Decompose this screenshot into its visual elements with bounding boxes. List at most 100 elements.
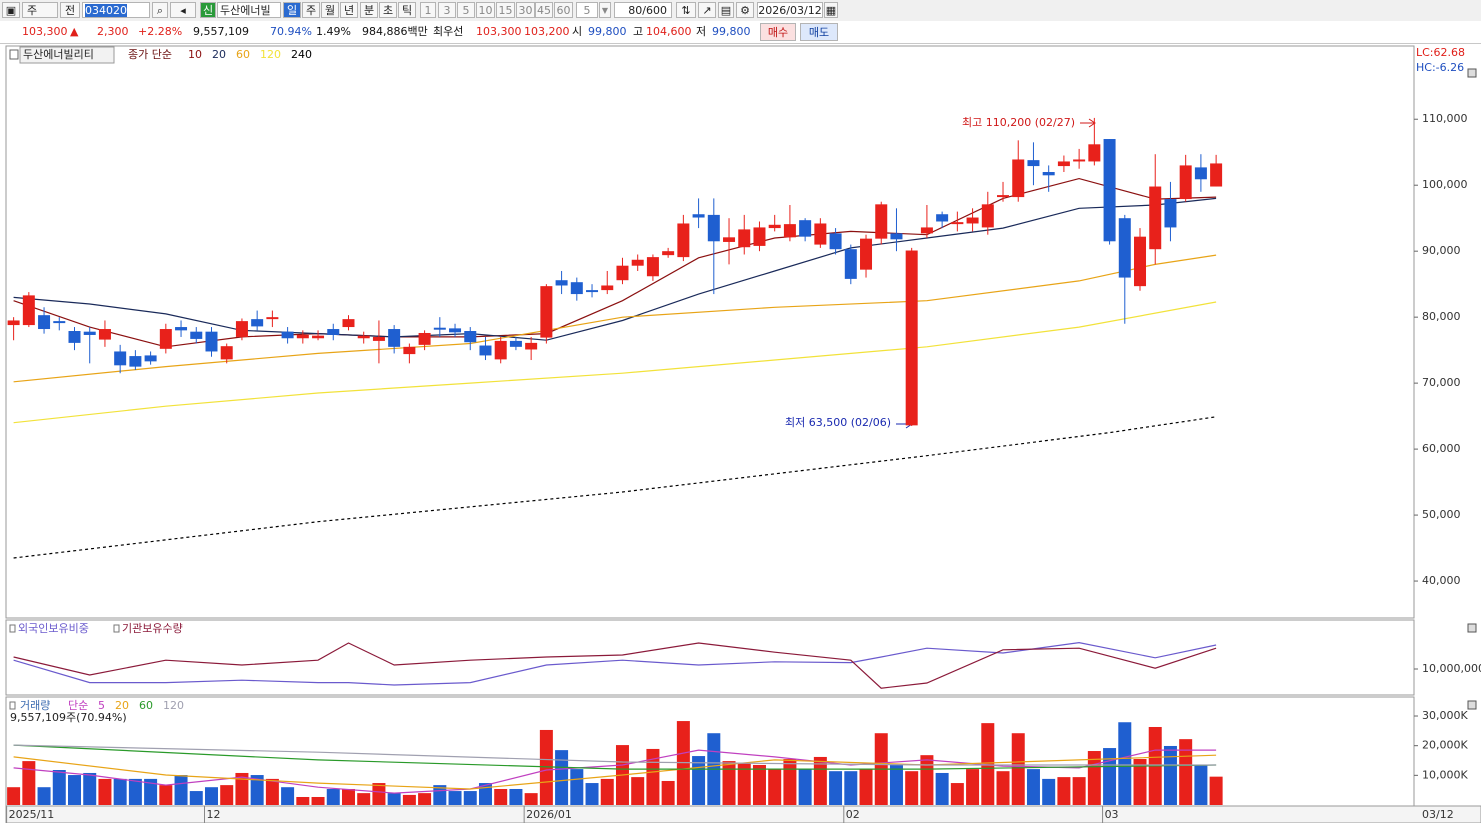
volume-bar xyxy=(52,770,66,805)
volume-bar xyxy=(1209,776,1223,805)
period-button[interactable]: 일 xyxy=(283,2,301,18)
scope-button[interactable]: 전 xyxy=(60,2,80,18)
candle-body xyxy=(464,331,477,343)
candle-body xyxy=(388,329,401,347)
tool-button[interactable]: ⇅ xyxy=(676,2,696,18)
chart-title: 두산에너빌리티 xyxy=(23,48,94,61)
volume-bar xyxy=(783,759,797,805)
dropdown[interactable]: ▼ xyxy=(599,2,611,18)
calendar-button[interactable]: ▦ xyxy=(824,2,838,18)
candle-body xyxy=(692,214,705,218)
volume-bar xyxy=(448,791,462,805)
annotation-arrow xyxy=(1080,118,1096,128)
volume-bar xyxy=(935,772,949,805)
volume-bar xyxy=(204,787,218,805)
low: 99,800 xyxy=(712,25,751,38)
title-box[interactable] xyxy=(19,46,115,64)
candle-body xyxy=(723,237,736,242)
main-panel xyxy=(5,45,1415,619)
market-select[interactable]: 주 xyxy=(22,2,58,18)
volume-bar xyxy=(113,778,127,805)
period-button[interactable]: 년 xyxy=(340,2,358,18)
legend-entry: 외국인보유비중 xyxy=(18,622,89,635)
code-input[interactable]: 034020 xyxy=(82,2,150,18)
volume-bar xyxy=(996,771,1010,805)
interval-button[interactable]: 10 xyxy=(476,2,495,18)
tool-button[interactable]: ↗ xyxy=(698,2,716,18)
legend-icon xyxy=(113,624,120,633)
volume-bar xyxy=(220,785,234,805)
volume-bar xyxy=(189,791,203,805)
candle-body xyxy=(753,227,766,246)
y-tick-label: 10,000K xyxy=(1422,768,1468,781)
candle-body xyxy=(966,217,979,224)
candle-body xyxy=(1042,172,1055,176)
candle-body xyxy=(53,321,66,324)
candle-body xyxy=(997,195,1010,198)
icon-button[interactable]: ▣ xyxy=(2,2,20,18)
change-rate: +2.28% xyxy=(138,25,183,38)
candle-body xyxy=(783,224,796,238)
candle-body xyxy=(646,257,659,277)
panel-button[interactable] xyxy=(1467,700,1477,710)
panel-icon[interactable] xyxy=(9,49,19,60)
candle-body xyxy=(235,321,248,337)
interval-button[interactable]: 3 xyxy=(438,2,456,18)
volume-bar xyxy=(311,796,325,805)
last-date-label: 03/12 xyxy=(1422,808,1454,821)
interval-button[interactable]: 45 xyxy=(535,2,553,18)
period-button[interactable]: 월 xyxy=(321,2,339,18)
candle-body xyxy=(68,331,81,343)
period-button[interactable]: 분 xyxy=(360,2,378,18)
search-button[interactable]: ⌕ xyxy=(152,2,168,18)
buy-button[interactable]: 매수 xyxy=(760,23,796,41)
legend-entry: 10 xyxy=(188,48,202,61)
interval-button[interactable]: 5 xyxy=(457,2,475,18)
candle-body xyxy=(677,223,690,258)
volume-bar xyxy=(494,788,508,805)
y-tick-label: 20,000K xyxy=(1422,739,1468,752)
interval-button[interactable]: 15 xyxy=(496,2,515,18)
interval-input[interactable]: 5 xyxy=(576,2,598,18)
period-button[interactable]: 주 xyxy=(302,2,320,18)
code-text: 034020 xyxy=(85,4,127,17)
volume-bar xyxy=(1042,778,1056,805)
change: 2,300 xyxy=(97,25,129,38)
volume-bar xyxy=(570,769,584,805)
volume-bar xyxy=(661,780,675,805)
volume-bar xyxy=(22,761,36,805)
period-button[interactable]: 초 xyxy=(379,2,397,18)
sound-button[interactable]: ◂ xyxy=(170,2,196,18)
volume-bar xyxy=(478,783,492,805)
indicator-label: 단순 xyxy=(68,699,88,712)
candle-body xyxy=(829,233,842,250)
date-input[interactable]: 2026/03/12 xyxy=(757,2,823,18)
sell-button[interactable]: 매도 xyxy=(800,23,838,41)
tool-button[interactable]: ▤ xyxy=(718,2,734,18)
candle-body xyxy=(601,285,614,291)
interval-button[interactable]: 30 xyxy=(516,2,535,18)
line xyxy=(13,754,1217,790)
panel-button[interactable] xyxy=(1467,623,1477,633)
count-input[interactable]: 80/600 xyxy=(614,2,672,18)
candle-body xyxy=(418,332,431,345)
interval-button[interactable]: 60 xyxy=(554,2,573,18)
y-tick-label: 50,000 xyxy=(1422,508,1461,521)
candle-body xyxy=(1088,144,1101,162)
volume-bar xyxy=(128,778,142,805)
candle-body xyxy=(1118,218,1131,278)
candle-body xyxy=(662,251,675,256)
tool-button[interactable]: ⚙ xyxy=(736,2,754,18)
candle-body xyxy=(342,319,355,328)
period-button[interactable]: 틱 xyxy=(398,2,416,18)
panel-button[interactable] xyxy=(1467,68,1477,78)
y-tick-label: 80,000 xyxy=(1422,310,1461,323)
interval-button[interactable]: 1 xyxy=(420,2,436,18)
high: 104,600 xyxy=(646,25,692,38)
volume-bar xyxy=(1026,769,1040,805)
volume-bar xyxy=(1072,777,1086,805)
y-tick-label: 90,000 xyxy=(1422,244,1461,257)
candle-body xyxy=(920,227,933,234)
volume-bar xyxy=(296,796,310,805)
